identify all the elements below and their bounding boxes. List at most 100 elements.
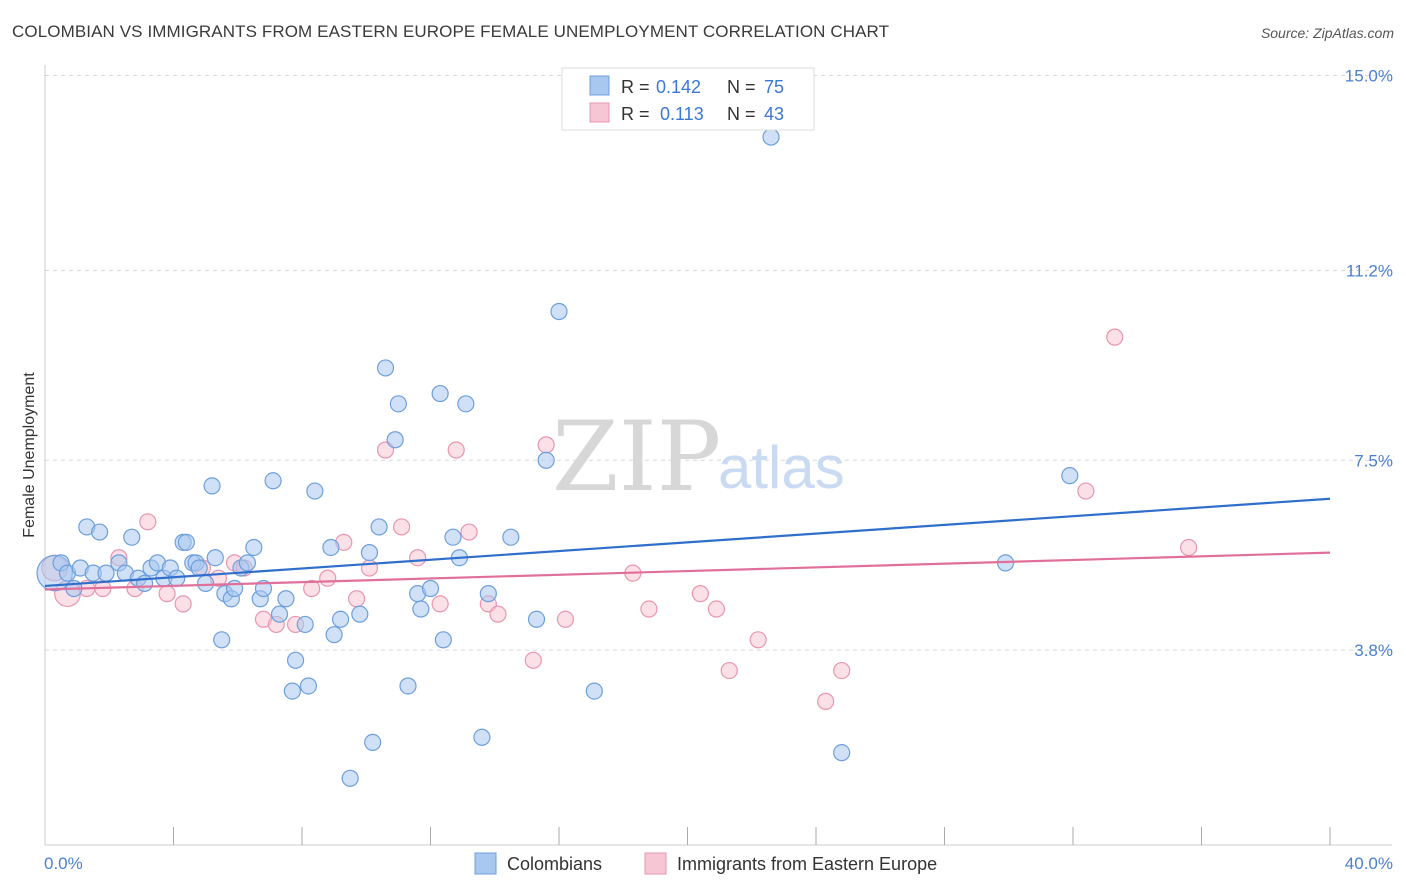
legend-r-value-2: 0.113: [660, 104, 704, 124]
legend-n-label-2: N =: [727, 104, 756, 124]
grid-lines: [45, 75, 1392, 651]
y-axis-label: Female Unemployment: [21, 372, 38, 538]
y-tick-labels: 3.8% 7.5% 11.2% 15.0%: [1345, 67, 1393, 661]
blue-point: [502, 528, 520, 546]
pink-point: [833, 661, 851, 680]
pink-point: [749, 631, 767, 649]
pink-point: [556, 610, 575, 628]
blue-point: [389, 395, 407, 413]
bottom-legend-blue-swatch: [474, 852, 497, 875]
y-tick-label: 15.0%: [1345, 67, 1393, 86]
blue-point: [306, 482, 324, 500]
blue-point: [527, 610, 546, 628]
blue-point: [412, 600, 430, 618]
blue-point: [386, 431, 404, 449]
blue-point: [479, 585, 497, 603]
pink-point: [707, 600, 726, 618]
pink-point: [1077, 482, 1095, 500]
blue-point: [97, 564, 115, 582]
blue-point: [370, 518, 388, 536]
x-tick-label-max: 40.0%: [1345, 854, 1393, 873]
pink-point: [392, 518, 411, 536]
y-tick-label: 3.8%: [1354, 641, 1393, 660]
blue-point: [197, 574, 215, 592]
blue-point: [585, 682, 603, 700]
pink-point: [489, 605, 507, 623]
pink-point: [640, 600, 658, 618]
watermark-atlas: atlas: [718, 434, 845, 501]
pink-point: [409, 549, 427, 567]
y-tick-label: 11.2%: [1346, 261, 1393, 280]
blue-point: [376, 359, 395, 377]
pink-trend-line: [44, 551, 1331, 591]
pink-point: [431, 595, 449, 613]
blue-point: [203, 477, 221, 495]
source-label: Source: ZipAtlas.com: [1260, 25, 1394, 41]
pink-point: [319, 569, 337, 587]
legend-pink-swatch: [589, 102, 610, 123]
blue-point: [123, 528, 141, 546]
blue-point: [206, 549, 224, 567]
blue-point: [299, 677, 318, 695]
blue-point: [190, 559, 208, 577]
watermark: ZIP atlas: [552, 401, 845, 513]
blue-point: [254, 579, 273, 598]
blue-point: [351, 605, 369, 623]
pink-point: [817, 692, 835, 710]
blue-point: [550, 302, 568, 321]
chart-title: COLOMBIAN VS IMMIGRANTS FROM EASTERN EUR…: [12, 22, 890, 41]
bottom-legend-immigrants: Immigrants from Eastern Europe: [677, 854, 937, 874]
blue-point: [762, 128, 780, 146]
legend-r-label-1: R =: [621, 77, 650, 97]
blue-trend-line: [44, 497, 1331, 588]
pink-point: [303, 579, 321, 598]
bottom-legend-pink-swatch: [644, 852, 667, 875]
pink-point: [158, 585, 176, 603]
pink-point: [691, 585, 709, 603]
pink-point: [447, 441, 465, 459]
pink-point: [348, 590, 366, 608]
legend-r-label-2: R =: [621, 104, 650, 124]
blue-point: [277, 590, 295, 608]
blue-point: [296, 615, 314, 634]
blue-point: [177, 533, 195, 551]
blue-point: [331, 610, 350, 628]
pink-point: [1106, 328, 1124, 346]
pink-point: [524, 651, 542, 669]
legend-n-value-1: 75: [764, 77, 784, 97]
blue-point: [833, 744, 851, 762]
x-tick-label-min: 0.0%: [44, 854, 83, 873]
pink-point: [720, 661, 738, 680]
blue-point: [1061, 467, 1079, 485]
bottom-legend-colombians: Colombians: [507, 854, 602, 874]
pink-point: [460, 523, 478, 541]
pink-point: [1180, 538, 1198, 557]
axes: [44, 65, 1392, 846]
blue-point: [283, 682, 301, 700]
legend-blue-swatch: [589, 75, 610, 96]
pink-point: [139, 513, 157, 531]
blue-point: [399, 677, 417, 695]
blue-point: [286, 651, 305, 669]
blue-point: [341, 769, 359, 787]
x-tick-labels: 0.0% 40.0%: [44, 854, 1393, 873]
blue-points: [36, 128, 1079, 787]
correlation-legend: R = 0.142 N = 75 R = 0.113 N = 43: [561, 67, 815, 131]
pink-point: [537, 436, 555, 454]
blue-point: [364, 733, 382, 752]
blue-point: [421, 579, 440, 598]
blue-point: [238, 554, 256, 572]
blue-point: [270, 605, 289, 623]
y-tick-label: 7.5%: [1354, 451, 1393, 470]
blue-point: [431, 384, 449, 403]
blue-point: [91, 523, 109, 541]
legend-n-label-1: N =: [727, 77, 756, 97]
blue-point: [213, 631, 231, 649]
blue-point: [444, 528, 462, 546]
series-legend: Colombians Immigrants from Eastern Europ…: [474, 852, 937, 875]
trend-lines: [44, 497, 1331, 591]
pink-point: [174, 595, 192, 613]
legend-r-value-1: 0.142: [656, 77, 701, 97]
blue-point: [457, 395, 475, 413]
